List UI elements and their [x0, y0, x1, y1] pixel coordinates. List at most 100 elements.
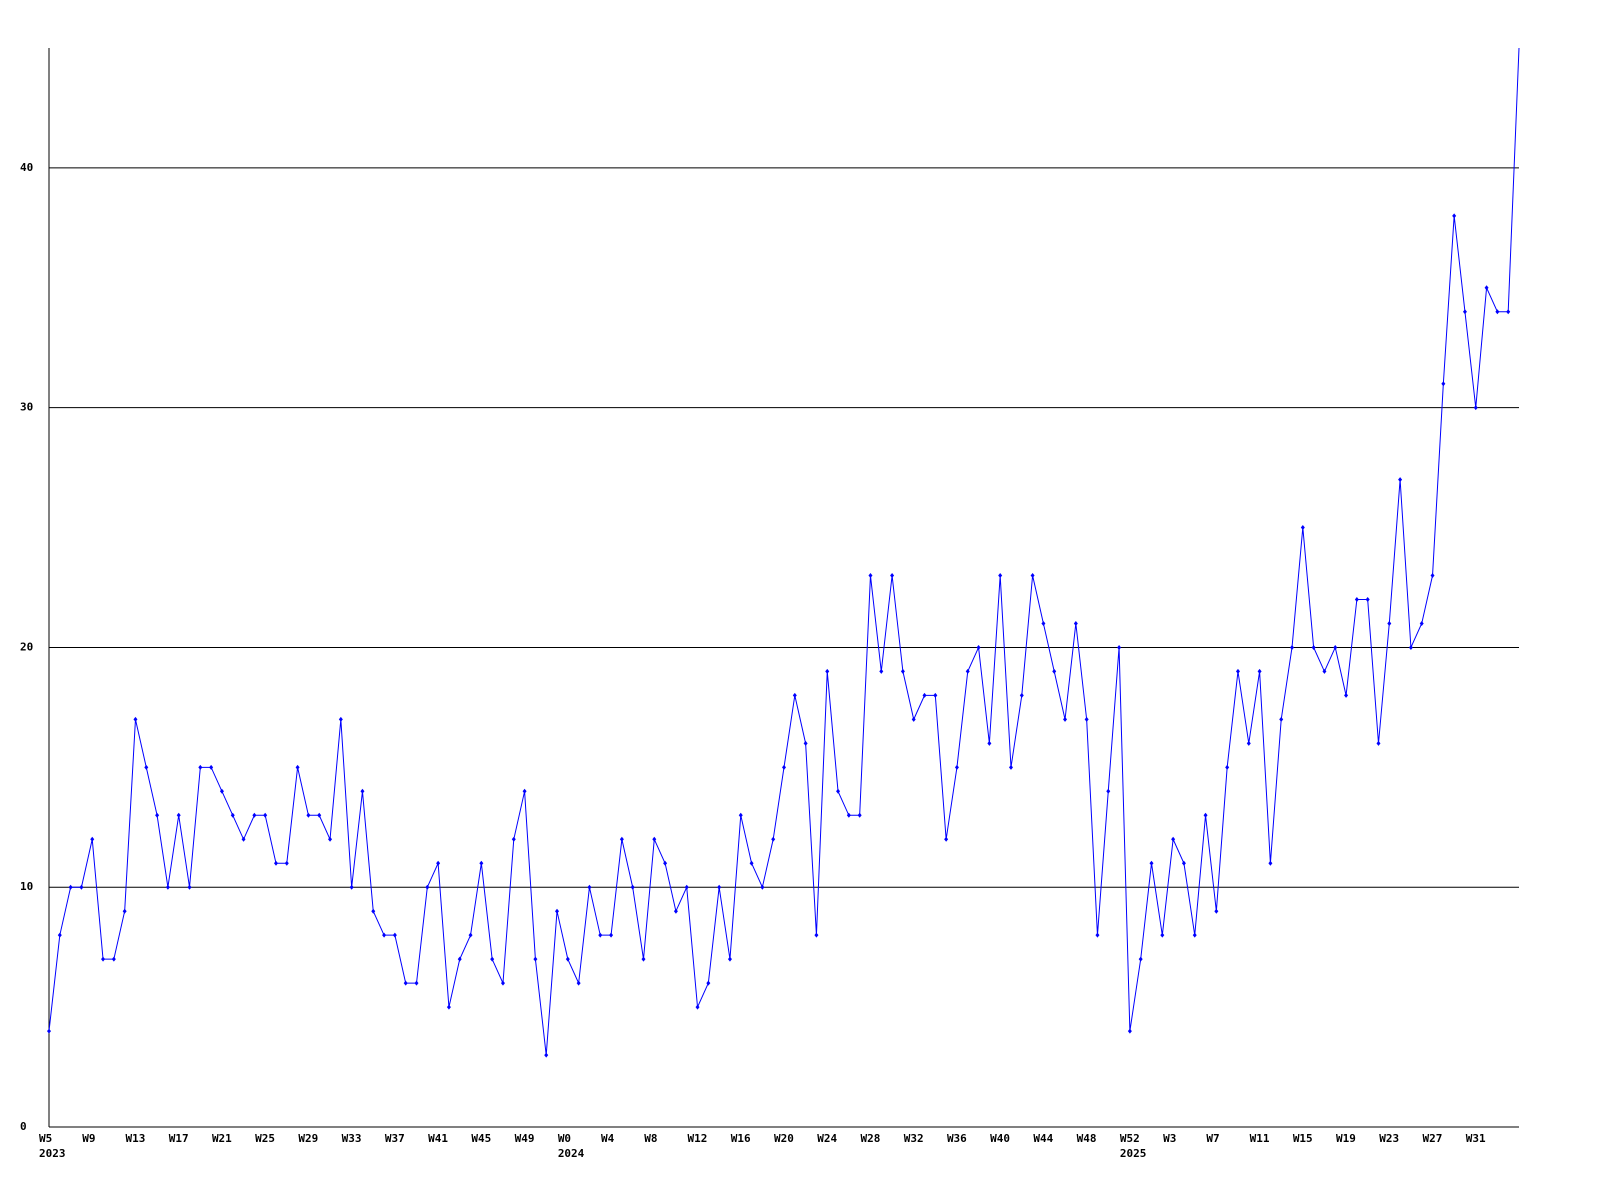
x-tick-label: W49 — [515, 1132, 535, 1145]
point-marker — [1268, 860, 1273, 866]
point-marker — [457, 956, 462, 962]
x-tick-label: W41 — [428, 1132, 448, 1145]
point-marker — [176, 812, 181, 818]
point-marker — [987, 740, 992, 746]
point-marker — [1322, 668, 1327, 674]
point-marker — [1235, 668, 1240, 674]
point-marker — [1106, 788, 1111, 794]
point-marker — [392, 932, 397, 938]
point-marker — [371, 908, 376, 914]
x-tick-label: W40 — [990, 1132, 1010, 1145]
x-tick-label: W31 — [1466, 1132, 1486, 1145]
x-tick-label: W36 — [947, 1132, 967, 1145]
point-marker — [1473, 405, 1478, 411]
point-marker — [836, 788, 841, 794]
year-label: 2025 — [1120, 1147, 1147, 1160]
x-tick-label: W4 — [601, 1132, 615, 1145]
point-marker — [241, 836, 246, 842]
x-tick-label: W48 — [1077, 1132, 1097, 1145]
x-tick-label: W24 — [817, 1132, 837, 1145]
point-marker — [1117, 644, 1122, 650]
point-marker — [1160, 932, 1165, 938]
point-marker — [522, 788, 527, 794]
point-marker — [273, 860, 278, 866]
point-marker — [1419, 620, 1424, 626]
point-marker — [511, 836, 516, 842]
point-marker — [1333, 644, 1338, 650]
x-tick-label: W5 — [39, 1132, 52, 1145]
point-marker — [965, 668, 970, 674]
y-tick-label: 20 — [20, 640, 33, 653]
point-marker — [1008, 764, 1013, 770]
x-tick-label: W28 — [860, 1132, 880, 1145]
point-marker — [360, 788, 365, 794]
point-marker — [879, 668, 884, 674]
point-marker — [446, 1004, 451, 1010]
point-marker — [479, 860, 484, 866]
point-marker — [890, 573, 895, 579]
point-marker — [382, 932, 387, 938]
point-marker — [900, 668, 905, 674]
point-marker — [749, 860, 754, 866]
point-marker — [663, 860, 668, 866]
point-marker — [101, 956, 106, 962]
point-marker — [944, 836, 949, 842]
point-marker — [998, 573, 1003, 579]
point-marker — [284, 860, 289, 866]
point-marker — [1052, 668, 1057, 674]
point-marker — [652, 836, 657, 842]
point-marker — [338, 716, 343, 722]
point-marker — [1019, 692, 1024, 698]
point-marker — [684, 884, 689, 890]
point-marker — [641, 956, 646, 962]
point-marker — [760, 884, 765, 890]
point-marker — [165, 884, 170, 890]
point-marker — [1063, 716, 1068, 722]
point-marker — [57, 932, 62, 938]
point-marker — [403, 980, 408, 986]
point-marker — [1484, 285, 1489, 291]
point-marker — [782, 764, 786, 770]
point-marker — [122, 908, 127, 914]
point-marker — [1354, 596, 1359, 602]
point-marker — [68, 884, 73, 890]
series-line — [48, 47, 1520, 1056]
point-marker — [555, 908, 560, 914]
point-marker — [1214, 908, 1219, 914]
point-marker — [1279, 716, 1284, 722]
point-marker — [1041, 620, 1046, 626]
x-tick-label: W11 — [1250, 1132, 1270, 1145]
point-marker — [587, 884, 592, 890]
point-marker — [868, 573, 873, 579]
point-marker — [1138, 956, 1143, 962]
point-marker — [814, 932, 819, 938]
point-marker — [738, 812, 743, 818]
point-marker — [1344, 692, 1349, 698]
point-marker — [1246, 740, 1251, 746]
point-marker — [1203, 812, 1208, 818]
point-marker — [1149, 860, 1154, 866]
x-tick-label: W33 — [342, 1132, 362, 1145]
year-label: 2024 — [558, 1147, 585, 1160]
point-marker — [436, 860, 441, 866]
point-marker — [576, 980, 581, 986]
point-marker — [317, 812, 322, 818]
point-marker — [803, 740, 808, 746]
point-marker — [911, 716, 916, 722]
point-marker — [1398, 477, 1403, 483]
point-marker — [144, 764, 149, 770]
point-marker — [1127, 1028, 1132, 1034]
point-marker — [263, 812, 268, 818]
point-marker — [306, 812, 311, 818]
x-tick-label: W12 — [688, 1132, 708, 1145]
point-marker — [1311, 644, 1316, 650]
point-marker — [1192, 932, 1197, 938]
year-label: 2023 — [39, 1147, 66, 1160]
point-marker — [976, 644, 981, 650]
x-tick-label: W52 — [1120, 1132, 1140, 1145]
x-tick-label: W13 — [125, 1132, 145, 1145]
point-marker — [1171, 836, 1176, 842]
x-tick-label: W37 — [385, 1132, 405, 1145]
point-marker — [544, 1052, 549, 1058]
